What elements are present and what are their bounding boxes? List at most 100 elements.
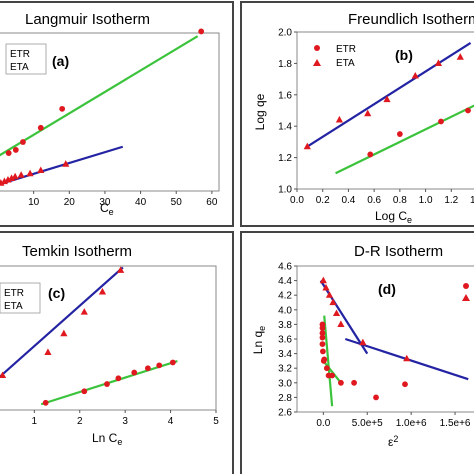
panel-a-xtick-label: 30 [99, 197, 111, 208]
panel-b-point-triangle [383, 95, 391, 103]
panel-b-point-triangle [434, 59, 443, 66]
panel-a-xtick-label: 40 [135, 197, 147, 208]
panel-c-point-triangle [44, 348, 52, 355]
panel-b-tag: (b) [395, 47, 413, 63]
panel-c-point-triangle [60, 329, 68, 337]
legend-b-eta-marker [313, 59, 321, 66]
plot-area-a [0, 32, 220, 192]
panel-b-xtick-label: 0.6 [367, 195, 381, 206]
panel-b-point-circle [438, 118, 444, 125]
panel-c-point-circle [169, 359, 176, 366]
panel-d-ytick-label: 4.4 [278, 276, 292, 287]
panel-b-point-triangle [456, 53, 464, 60]
legend-b-etr: ETR [336, 44, 356, 55]
panel-c-point-circle [144, 365, 151, 372]
svg-text:ε2: ε2 [388, 434, 398, 449]
panel-frame-a [0, 1, 234, 227]
panel-a-point-circle [5, 150, 12, 156]
panel-d-ytick-label: 3.8 [278, 320, 292, 331]
panel-d-ytick-label: 2.6 [278, 408, 292, 419]
panel-c-xtick-label: 5 [213, 416, 219, 427]
panel-d-ytick-label: 3.4 [278, 349, 292, 360]
panel-d-ytick-label: 2.8 [278, 393, 292, 404]
panel-a-xtick-label: 50 [171, 197, 183, 208]
panel-b-xtick-label: 0.4 [341, 195, 355, 206]
panel-d-ytick-label: 4.0 [278, 305, 292, 316]
panel-d-point-triangle [359, 338, 367, 346]
panel-d-point-triangle [332, 309, 341, 317]
panel-c-fit-line-2 [0, 266, 124, 379]
panel-d-point-circle [319, 325, 326, 331]
panel-c-title: Temkin Isotherm [22, 243, 132, 260]
panel-a-point-triangle [26, 169, 34, 177]
panel-b-ytick-label: 1.8 [278, 59, 292, 70]
panel-d-point-circle [320, 348, 326, 355]
panel-d-xlabel: ε2 [388, 434, 398, 449]
panel-c-xlabel: Ln Ce [92, 431, 122, 447]
panel-b-point-triangle [411, 71, 419, 79]
panel-b-ytick-label: 1.0 [278, 185, 292, 196]
panel-d-point-triangle [403, 354, 411, 362]
panel-a-point-triangle [62, 160, 70, 167]
panel-d-tag: (d) [378, 281, 396, 297]
panel-b-point-triangle [303, 142, 311, 150]
panel-c-tag: (c) [48, 285, 65, 301]
legend-b-eta: ETA [336, 58, 355, 69]
panel-d-ytick-label: 3.6 [278, 335, 292, 346]
panel-b-xtick-label: 1.0 [419, 195, 433, 206]
panel-a-point-triangle [11, 172, 19, 180]
svg-text:Log qe: Log qe [253, 93, 267, 130]
panel-d-ylabel: Ln qe [251, 326, 267, 354]
panel-a-point-circle [37, 124, 44, 131]
panel-c-point-circle [156, 362, 163, 369]
panel-d-xtick-label: 5.0e+5 [352, 418, 383, 429]
panel-a-point-triangle [37, 166, 45, 174]
panel-a-title: Langmuir Isotherm [25, 11, 150, 28]
panel-d-point-circle [338, 379, 344, 386]
panel-d-point-circle [321, 356, 328, 363]
panel-a-point-circle [12, 147, 19, 153]
panel-d-ytick-label: 3.2 [278, 364, 292, 375]
panel-d-point-triangle [322, 283, 330, 291]
panel-b-ylabel: Log qe [253, 93, 267, 130]
panel-d-point-triangle [319, 276, 327, 284]
panel-d-fit-line-2 [322, 360, 342, 384]
legend-a-eta: ETA [10, 62, 29, 73]
panel-b-ytick-label: 2.0 [278, 28, 292, 39]
panel-c-point-triangle [80, 308, 88, 315]
panel-a-point-circle [20, 139, 26, 145]
legend-c-etr: ETR [4, 288, 24, 299]
panel-d-ytick-label: 4.2 [278, 291, 292, 302]
panel-b-title: Freundlich Isotherm [348, 11, 474, 28]
panel-d-point-circle [351, 379, 357, 386]
panel-frame-d [240, 231, 474, 474]
panel-c-point-circle [81, 388, 88, 395]
panel-d-ytick-label: 4.6 [278, 262, 292, 273]
panel-b-ytick-label: 1.6 [278, 90, 292, 101]
legend-d [462, 283, 470, 301]
svg-text:Ln Ce: Ln Ce [92, 431, 122, 447]
panel-a-xtick-label: 20 [64, 197, 76, 208]
panel-d-point-circle [329, 372, 336, 379]
legend-a-etr: ETR [10, 49, 30, 60]
panel-d-point-circle [373, 394, 379, 401]
panel-a-point-circle [59, 105, 66, 112]
panel-c-point-triangle [117, 266, 125, 273]
panel-d-point-triangle [325, 291, 334, 298]
panel-d-fit-line-1 [323, 315, 334, 407]
panel-b-xtick-label: 1.4 [470, 195, 474, 206]
panel-b-point-circle [396, 131, 403, 137]
svg-text:Log Ce: Log Ce [375, 209, 412, 225]
panel-b-point-circle [367, 151, 374, 158]
panel-c-xtick-label: 4 [168, 416, 174, 427]
panel-d-xtick-label: 1.0e+6 [396, 418, 427, 429]
panel-d-point-circle [319, 334, 326, 341]
panel-d-xtick-label: 1.5e+6 [440, 418, 471, 429]
panel-a-point-triangle [17, 171, 25, 178]
panel-d-ytick-label: 3.0 [278, 378, 292, 389]
panel-b-fit-line-1 [335, 104, 474, 175]
legend-c-eta: ETA [4, 301, 23, 312]
panel-d-fit-line-3 [319, 280, 369, 355]
panel-a-fit-line-1 [0, 35, 199, 157]
panel-d-point-circle [402, 381, 408, 388]
